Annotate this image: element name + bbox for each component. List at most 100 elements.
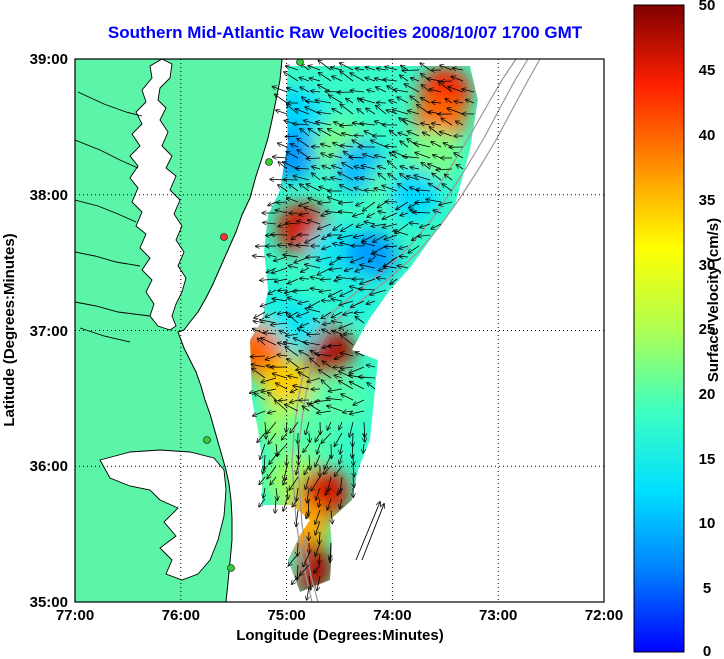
velocity-vector bbox=[439, 82, 453, 93]
velocity-vector bbox=[266, 355, 277, 360]
velocity-vector bbox=[299, 201, 310, 206]
velocity-vector bbox=[334, 375, 343, 378]
velocity-vector bbox=[440, 65, 453, 71]
velocity-vector bbox=[323, 323, 332, 325]
velocity-vector bbox=[298, 301, 310, 304]
velocity-vector bbox=[339, 212, 354, 214]
velocity-vector bbox=[315, 520, 321, 535]
velocity-vector bbox=[298, 454, 299, 465]
velocity-vector bbox=[273, 87, 288, 93]
velocity-vector bbox=[359, 289, 376, 290]
velocity-vector bbox=[447, 108, 464, 115]
velocity-vector bbox=[299, 373, 310, 379]
velocity-vector bbox=[340, 498, 342, 508]
velocity-vector bbox=[410, 167, 420, 169]
velocity-vector bbox=[366, 301, 376, 304]
y-axis-label: Latitude (Degrees:Minutes) bbox=[1, 233, 18, 426]
velocity-vector bbox=[252, 368, 266, 379]
velocity-vector bbox=[315, 454, 321, 467]
velocity-vector bbox=[339, 322, 354, 329]
velocity-vector bbox=[272, 267, 288, 273]
velocity-vector bbox=[340, 443, 342, 454]
velocity-vector bbox=[265, 421, 266, 439]
velocity-vector bbox=[261, 377, 277, 382]
velocity-vector bbox=[312, 173, 321, 181]
velocity-vector bbox=[304, 207, 321, 214]
velocity-vector bbox=[321, 380, 332, 390]
velocity-vector bbox=[278, 185, 288, 192]
velocity-vector bbox=[337, 487, 343, 495]
velocity-vector bbox=[349, 366, 365, 373]
velocity-vector bbox=[298, 443, 299, 459]
velocity-vector bbox=[265, 311, 277, 317]
velocity-vector bbox=[332, 311, 343, 318]
velocity-vector bbox=[283, 498, 288, 511]
velocity-vector bbox=[277, 355, 288, 356]
velocity-vector bbox=[454, 101, 464, 103]
velocity-vector bbox=[286, 152, 299, 159]
velocity-vector bbox=[350, 90, 365, 92]
velocity-vector bbox=[305, 476, 310, 489]
velocity-vector bbox=[394, 90, 409, 92]
velocity-vector bbox=[315, 100, 332, 104]
colorbar-gradient bbox=[633, 4, 685, 653]
velocity-vector bbox=[445, 99, 453, 104]
velocity-vector bbox=[399, 246, 409, 249]
velocity-vector bbox=[306, 509, 309, 519]
velocity-vector bbox=[331, 178, 343, 180]
velocity-vector bbox=[317, 411, 332, 413]
velocity-vector bbox=[339, 202, 354, 203]
velocity-vector bbox=[456, 121, 464, 126]
velocity-vector bbox=[288, 266, 299, 268]
map-plot-area bbox=[74, 58, 605, 603]
velocity-vector bbox=[345, 268, 354, 271]
velocity-vector bbox=[360, 278, 376, 284]
velocity-vector bbox=[286, 421, 287, 432]
velocity-vector bbox=[329, 268, 343, 270]
velocity-vector bbox=[341, 394, 354, 401]
velocity-vector bbox=[289, 476, 299, 490]
velocity-vector bbox=[269, 454, 277, 464]
velocity-vector bbox=[337, 277, 354, 279]
x-tick-label: 72:00 bbox=[585, 607, 623, 624]
velocity-vector bbox=[273, 374, 288, 379]
station-marker[interactable] bbox=[227, 564, 235, 572]
station-marker[interactable] bbox=[203, 436, 211, 444]
y-tick-label: 36:00 bbox=[30, 458, 68, 475]
station-marker[interactable] bbox=[265, 158, 273, 166]
velocity-vector bbox=[286, 313, 299, 324]
velocity-vector bbox=[414, 175, 431, 181]
velocity-vector bbox=[353, 399, 365, 405]
station-marker[interactable] bbox=[220, 233, 228, 241]
velocity-vector bbox=[305, 308, 321, 313]
velocity-vector bbox=[407, 131, 420, 137]
velocity-vector bbox=[284, 72, 299, 82]
chesapeake-bay bbox=[129, 59, 187, 331]
station-marker[interactable] bbox=[296, 59, 304, 66]
velocity-vector bbox=[297, 542, 298, 556]
velocity-vector bbox=[369, 256, 376, 262]
velocity-vector bbox=[342, 163, 354, 170]
velocity-vector bbox=[403, 156, 420, 158]
velocity-vector bbox=[309, 432, 310, 442]
velocity-vector bbox=[300, 87, 310, 93]
velocity-vector bbox=[378, 166, 387, 169]
x-tick-label: 74:00 bbox=[373, 607, 411, 624]
velocity-vector bbox=[290, 144, 299, 147]
velocity-vector bbox=[315, 432, 321, 442]
velocity-vector bbox=[418, 235, 431, 237]
velocity-vector bbox=[366, 108, 376, 115]
velocity-vector bbox=[261, 300, 277, 306]
velocity-vector bbox=[339, 300, 354, 305]
velocity-vector bbox=[332, 331, 343, 335]
velocity-vector bbox=[351, 256, 365, 262]
velocity-vector bbox=[363, 154, 376, 159]
velocity-vector bbox=[367, 383, 376, 390]
velocity-vector bbox=[275, 400, 288, 412]
velocity-vector bbox=[431, 70, 442, 71]
velocity-vector bbox=[307, 586, 309, 600]
velocity-vector bbox=[362, 243, 376, 247]
velocity-vector bbox=[263, 487, 265, 498]
velocity-vector bbox=[355, 267, 365, 272]
velocity-vector bbox=[337, 257, 354, 258]
